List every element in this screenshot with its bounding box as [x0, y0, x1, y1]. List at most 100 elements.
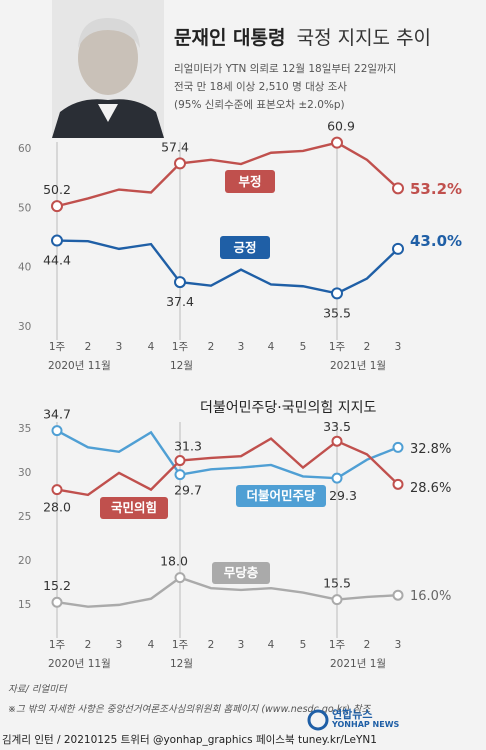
- data-point: [392, 441, 404, 453]
- legend-dp-badge: 더불어민주당: [236, 485, 326, 507]
- data-point: [392, 182, 404, 195]
- x-tick-label: 2: [364, 639, 371, 651]
- x-tick-label: 4: [148, 639, 155, 651]
- data-point: [174, 469, 186, 481]
- data-point: [174, 455, 186, 467]
- end-label-dp: 32.8%: [410, 442, 451, 457]
- data-label: 57.4: [161, 139, 189, 154]
- survey-info-1: 리얼미터가 YTN 의뢰로 12월 18일부터 22일까지: [174, 62, 396, 75]
- x-tick-label: 3: [116, 639, 123, 651]
- x-tick-label: 3: [116, 341, 123, 353]
- data-point: [331, 287, 343, 300]
- source-label: 자료/ 리얼미터: [8, 684, 68, 695]
- x-tick-label: 2: [85, 341, 92, 353]
- x-tick-label: 3: [238, 341, 245, 353]
- footnote: ※그 밖의 자세한 사항은 중앙선거여론조사심의위원회 홈페이지 (www.ne…: [8, 704, 372, 715]
- x-tick-label: 3: [395, 341, 402, 353]
- data-point: [51, 234, 63, 247]
- x-tick-label: 2: [364, 341, 371, 353]
- x-tick-label: 1주: [49, 639, 66, 651]
- title-bold: 문재인 대통령: [174, 27, 286, 49]
- data-point: [392, 589, 404, 601]
- legend-dp-label: 더불어민주당: [246, 488, 316, 503]
- end-label-positive: 43.0%: [410, 232, 462, 250]
- legend-negative-badge: 부정: [225, 170, 275, 193]
- data-label: 60.9: [327, 119, 355, 134]
- legend-ppp-label: 국민의힘: [111, 500, 157, 515]
- data-label: 44.4: [43, 253, 71, 268]
- end-label-negative: 53.2%: [410, 180, 462, 198]
- x-tick-label: 1주: [329, 639, 346, 651]
- data-label: 37.4: [166, 294, 194, 309]
- x-tick-label: 4: [148, 341, 155, 353]
- survey-info-2: 전국 만 18세 이상 2,510 명 대상 조사: [174, 81, 347, 93]
- data-point: [51, 200, 63, 213]
- data-label: 29.7: [174, 483, 202, 498]
- data-label: 50.2: [43, 182, 71, 197]
- y-tick-label: 15: [18, 599, 31, 611]
- y-tick-label: 25: [18, 511, 31, 523]
- portrait: [52, 0, 164, 138]
- data-label: 33.5: [323, 419, 351, 434]
- legend-none-badge: 무당층: [212, 562, 270, 584]
- chart2-title: 더불어민주당·국민의힘 지지도: [200, 400, 376, 416]
- y-tick-label: 35: [18, 423, 31, 435]
- survey-info-3: (95% 신뢰수준에 표본오차 ±2.0%p): [174, 99, 345, 111]
- month-label-dec: 12월: [170, 360, 193, 372]
- data-point: [331, 594, 343, 606]
- legend-negative-label: 부정: [238, 174, 261, 189]
- end-label-ppp: 28.6%: [410, 481, 451, 496]
- legend-positive-badge: 긍정: [220, 236, 270, 259]
- x-tick-label: 5: [300, 639, 307, 651]
- data-point: [174, 276, 186, 289]
- x-tick-label: 3: [238, 639, 245, 651]
- x-tick-label: 1주: [172, 639, 189, 651]
- data-point: [51, 425, 63, 437]
- x-tick-label: 5: [300, 341, 307, 353]
- month-label-nov-2: 2020년 11월: [48, 658, 111, 670]
- y-tick-label: 50: [18, 202, 31, 214]
- data-label: 29.3: [329, 488, 357, 503]
- title-light: 국정 지지도 추이: [297, 27, 431, 49]
- data-label: 34.7: [43, 407, 71, 422]
- data-point: [51, 596, 63, 608]
- x-tick-label: 4: [268, 341, 275, 353]
- data-label: 31.3: [174, 439, 202, 454]
- x-tick-label: 4: [268, 639, 275, 651]
- data-point: [331, 472, 343, 484]
- y-tick-label: 60: [18, 143, 31, 155]
- data-point: [331, 435, 343, 447]
- data-label: 28.0: [43, 500, 71, 515]
- end-label-none: 16.0%: [410, 589, 451, 604]
- month-label-jan-2: 2021년 1월: [330, 658, 386, 670]
- month-label-nov: 2020년 11월: [48, 360, 111, 372]
- series-line-ppp: [56, 437, 399, 497]
- month-label-jan: 2021년 1월: [330, 360, 386, 372]
- data-point: [392, 242, 404, 255]
- y-tick-label: 30: [18, 467, 31, 479]
- x-tick-label: 1주: [329, 341, 346, 353]
- x-tick-label: 2: [208, 639, 215, 651]
- x-tick-label: 2: [208, 341, 215, 353]
- x-tick-label: 1주: [172, 341, 189, 353]
- page-title: 문재인 대통령 국정 지지도 추이: [174, 27, 431, 49]
- x-tick-label: 2: [85, 639, 92, 651]
- data-point: [392, 478, 404, 490]
- y-tick-label: 20: [18, 555, 31, 567]
- brand-logo: 연합뉴스 YONHAP NEWS: [307, 707, 400, 731]
- data-point: [51, 484, 63, 496]
- credit-line: 김계리 인턴 / 20210125 트위터 @yonhap_graphics 페…: [2, 733, 377, 746]
- brand-name-en: YONHAP NEWS: [331, 720, 400, 729]
- legend-positive-label: 긍정: [233, 240, 256, 255]
- data-label: 35.5: [323, 305, 351, 320]
- data-label: 18.0: [160, 554, 188, 569]
- legend-ppp-badge: 국민의힘: [100, 497, 168, 519]
- data-label: 15.5: [323, 576, 351, 591]
- series-line-dp: [56, 429, 399, 480]
- x-tick-label: 3: [395, 639, 402, 651]
- data-point: [331, 136, 343, 149]
- month-label-dec-2: 12월: [170, 658, 193, 670]
